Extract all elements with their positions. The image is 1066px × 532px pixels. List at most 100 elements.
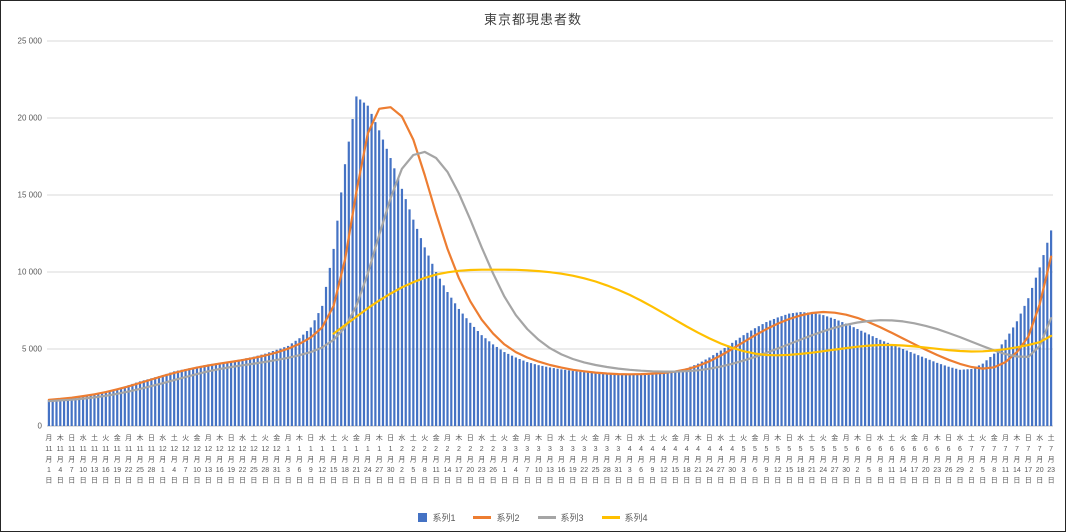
bar[interactable] bbox=[617, 373, 620, 426]
bar[interactable] bbox=[343, 164, 347, 426]
bar[interactable] bbox=[647, 373, 650, 426]
bar[interactable] bbox=[472, 326, 476, 426]
bar[interactable] bbox=[116, 389, 119, 426]
bar[interactable] bbox=[598, 373, 601, 426]
bar[interactable] bbox=[100, 392, 104, 426]
bar[interactable] bbox=[305, 331, 309, 426]
bar[interactable] bbox=[135, 382, 138, 426]
bar[interactable] bbox=[203, 365, 206, 426]
bar[interactable] bbox=[195, 366, 199, 426]
bar[interactable] bbox=[488, 341, 491, 426]
bar[interactable] bbox=[560, 369, 563, 426]
bar[interactable] bbox=[176, 370, 180, 426]
bar[interactable] bbox=[715, 352, 719, 426]
bar[interactable] bbox=[875, 337, 878, 426]
bar[interactable] bbox=[123, 386, 126, 426]
bar[interactable] bbox=[993, 353, 996, 426]
bar[interactable] bbox=[416, 228, 419, 426]
bar[interactable] bbox=[1015, 321, 1019, 426]
bar[interactable] bbox=[841, 322, 844, 426]
bar[interactable] bbox=[66, 398, 69, 426]
bar[interactable] bbox=[681, 369, 684, 426]
bar[interactable] bbox=[199, 365, 202, 426]
bar[interactable] bbox=[150, 378, 153, 426]
bar[interactable] bbox=[924, 358, 927, 426]
bar[interactable] bbox=[465, 318, 468, 426]
bar[interactable] bbox=[548, 367, 552, 426]
bar[interactable] bbox=[571, 370, 574, 426]
bar[interactable] bbox=[947, 366, 950, 426]
bar[interactable] bbox=[556, 368, 559, 426]
bar[interactable] bbox=[636, 374, 639, 426]
bar[interactable] bbox=[742, 335, 745, 426]
bar[interactable] bbox=[526, 362, 529, 426]
bar[interactable] bbox=[127, 385, 130, 426]
legend-item-2[interactable]: 系列2 bbox=[473, 511, 520, 524]
bar[interactable] bbox=[882, 341, 886, 426]
bar[interactable] bbox=[476, 331, 479, 426]
bar[interactable] bbox=[207, 364, 210, 426]
bar[interactable] bbox=[298, 338, 301, 426]
bar[interactable] bbox=[985, 360, 988, 426]
bar[interactable] bbox=[753, 328, 757, 426]
bar[interactable] bbox=[324, 286, 328, 426]
bar[interactable] bbox=[655, 373, 658, 426]
bar[interactable] bbox=[856, 328, 859, 426]
bar[interactable] bbox=[879, 339, 882, 426]
bar[interactable] bbox=[355, 96, 358, 426]
bar[interactable] bbox=[932, 361, 935, 426]
bar[interactable] bbox=[996, 349, 1000, 426]
bar[interactable] bbox=[400, 188, 404, 426]
bar[interactable] bbox=[704, 359, 707, 426]
bar[interactable] bbox=[791, 313, 795, 426]
bar[interactable] bbox=[901, 349, 905, 426]
bar[interactable] bbox=[340, 192, 343, 426]
bar[interactable] bbox=[920, 356, 924, 426]
bar[interactable] bbox=[700, 361, 703, 426]
bar[interactable] bbox=[567, 370, 571, 426]
bar[interactable] bbox=[267, 352, 271, 426]
bar[interactable] bbox=[469, 322, 472, 426]
bar[interactable] bbox=[602, 373, 605, 426]
bar[interactable] bbox=[693, 365, 696, 426]
bar[interactable] bbox=[943, 365, 946, 426]
bar[interactable] bbox=[446, 292, 449, 426]
bar[interactable] bbox=[165, 373, 168, 426]
bar[interactable] bbox=[108, 391, 111, 426]
bar[interactable] bbox=[845, 323, 848, 426]
bar[interactable] bbox=[97, 393, 100, 426]
bar[interactable] bbox=[138, 381, 142, 426]
bar[interactable] bbox=[347, 141, 350, 427]
bar[interactable] bbox=[161, 375, 164, 426]
bar[interactable] bbox=[62, 398, 66, 426]
bar[interactable] bbox=[85, 395, 88, 426]
bar[interactable] bbox=[317, 313, 320, 426]
bar[interactable] bbox=[286, 345, 290, 426]
bar[interactable] bbox=[769, 320, 772, 426]
bar[interactable] bbox=[313, 320, 316, 426]
legend-item-4[interactable]: 系列4 bbox=[601, 511, 648, 524]
bar[interactable] bbox=[1050, 230, 1053, 426]
bar[interactable] bbox=[457, 308, 460, 426]
bar[interactable] bbox=[389, 158, 392, 427]
bar[interactable] bbox=[886, 342, 889, 426]
bar[interactable] bbox=[1034, 277, 1038, 426]
bar[interactable] bbox=[374, 122, 377, 427]
bar[interactable] bbox=[419, 238, 423, 426]
bar[interactable] bbox=[545, 366, 548, 426]
bar[interactable] bbox=[776, 317, 779, 426]
bar[interactable] bbox=[970, 369, 973, 426]
bar[interactable] bbox=[74, 397, 77, 426]
bar[interactable] bbox=[294, 340, 297, 426]
bar[interactable] bbox=[81, 396, 85, 426]
bar[interactable] bbox=[309, 327, 312, 426]
bar[interactable] bbox=[583, 372, 586, 426]
bar[interactable] bbox=[765, 322, 768, 426]
bar[interactable] bbox=[321, 305, 324, 426]
bar[interactable] bbox=[518, 359, 521, 426]
bar[interactable] bbox=[799, 312, 802, 426]
bar-series-1[interactable] bbox=[47, 96, 1053, 427]
bar[interactable] bbox=[909, 352, 912, 426]
bar[interactable] bbox=[772, 318, 776, 426]
bar[interactable] bbox=[621, 374, 624, 426]
